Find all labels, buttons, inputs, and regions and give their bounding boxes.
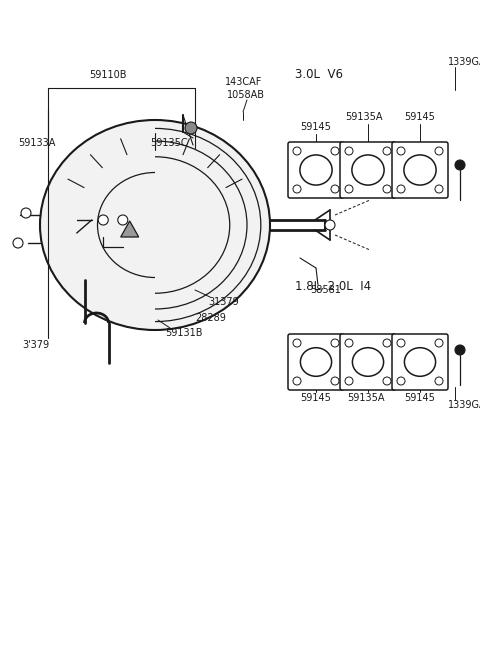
Circle shape [293, 185, 301, 193]
Text: 59135A: 59135A [347, 393, 385, 403]
Circle shape [397, 147, 405, 155]
Circle shape [397, 339, 405, 347]
Circle shape [21, 208, 31, 218]
Circle shape [293, 377, 301, 385]
Ellipse shape [40, 120, 270, 330]
Circle shape [345, 339, 353, 347]
Circle shape [331, 147, 339, 155]
FancyBboxPatch shape [392, 142, 448, 198]
Ellipse shape [404, 155, 436, 185]
Circle shape [397, 377, 405, 385]
Circle shape [383, 339, 391, 347]
Circle shape [293, 147, 301, 155]
Circle shape [345, 185, 353, 193]
Text: 1058AB: 1058AB [227, 90, 265, 100]
Text: 59110B: 59110B [89, 70, 127, 80]
Text: 3'379: 3'379 [22, 340, 49, 350]
Text: 59135A: 59135A [345, 112, 383, 122]
FancyBboxPatch shape [288, 142, 344, 198]
Text: 59133A: 59133A [18, 138, 55, 148]
Text: 58581: 58581 [310, 285, 341, 295]
Circle shape [397, 185, 405, 193]
Circle shape [331, 339, 339, 347]
Text: 1339GA: 1339GA [448, 400, 480, 410]
Circle shape [118, 215, 128, 225]
Text: 59131B: 59131B [165, 328, 203, 338]
Text: 59145: 59145 [405, 393, 435, 403]
Circle shape [293, 339, 301, 347]
Circle shape [331, 185, 339, 193]
FancyBboxPatch shape [288, 334, 344, 390]
Ellipse shape [352, 348, 384, 376]
Polygon shape [120, 221, 139, 237]
Circle shape [435, 185, 443, 193]
Circle shape [435, 339, 443, 347]
Text: 31379: 31379 [208, 297, 239, 307]
Text: 59145: 59145 [405, 112, 435, 122]
Circle shape [455, 345, 465, 355]
Text: 3.0L  V6: 3.0L V6 [295, 68, 343, 81]
Circle shape [383, 147, 391, 155]
Circle shape [345, 147, 353, 155]
Circle shape [435, 147, 443, 155]
Circle shape [98, 215, 108, 225]
Text: 59145: 59145 [300, 122, 331, 132]
Text: 1339GA: 1339GA [448, 57, 480, 67]
Circle shape [331, 377, 339, 385]
Circle shape [325, 220, 335, 230]
Circle shape [185, 122, 197, 134]
Circle shape [383, 377, 391, 385]
Text: 59145: 59145 [300, 393, 331, 403]
Circle shape [383, 185, 391, 193]
Circle shape [345, 377, 353, 385]
Ellipse shape [352, 155, 384, 185]
Circle shape [13, 238, 23, 248]
FancyBboxPatch shape [340, 142, 396, 198]
FancyBboxPatch shape [392, 334, 448, 390]
Text: 1.8L, 2.0L  I4: 1.8L, 2.0L I4 [295, 280, 371, 293]
Ellipse shape [300, 348, 332, 376]
Ellipse shape [300, 155, 332, 185]
Text: 143CAF: 143CAF [225, 77, 263, 87]
Circle shape [435, 377, 443, 385]
Text: 28289: 28289 [195, 313, 226, 323]
Text: 59135C: 59135C [150, 138, 188, 148]
FancyBboxPatch shape [340, 334, 396, 390]
Circle shape [455, 160, 465, 170]
Ellipse shape [404, 348, 436, 376]
